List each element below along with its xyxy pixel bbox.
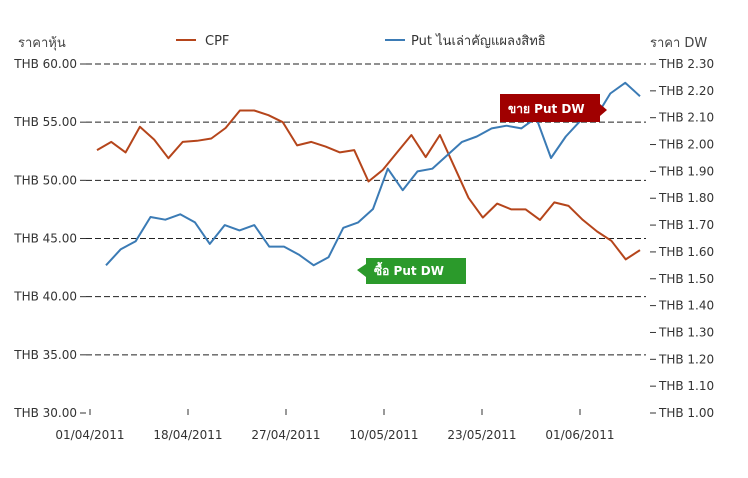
left-tick-label: THB 55.00	[13, 115, 77, 129]
x-tick-label: 18/04/2011	[153, 428, 222, 442]
right-tick-label: THB 1.30	[658, 325, 714, 339]
left-tick-label: THB 45.00	[13, 232, 77, 246]
right-tick-label: THB 1.60	[658, 245, 714, 259]
left-tick-label: THB 60.00	[13, 57, 77, 71]
legend-cpf-label: CPF	[205, 34, 229, 49]
cpf-price-line	[96, 109, 641, 261]
gridlines	[86, 63, 646, 356]
right-tick-label: THB 1.50	[658, 272, 714, 286]
left-tick-label: THB 30.00	[13, 406, 77, 420]
put-dw-price-line	[105, 81, 641, 267]
right-tick-label: THB 1.90	[658, 164, 714, 178]
right-tick-label: THB 2.20	[658, 84, 714, 98]
x-axis-ticks: 01/04/2011 18/04/2011 27/04/2011 10/05/2011…	[55, 409, 615, 442]
right-tick-label: THB 2.30	[658, 57, 714, 71]
series-lines	[96, 81, 641, 267]
right-axis-label: ราคา DW	[650, 36, 707, 51]
legend: CPF Put ไนเล่าคัญแผลงสิทธิ	[176, 33, 546, 49]
buy-put-annotation: ซื้อ Put DW	[357, 258, 466, 284]
left-tick-label: THB 35.00	[13, 348, 77, 362]
right-tick-label: THB 1.80	[658, 191, 714, 205]
left-tick-label: THB 50.00	[13, 173, 77, 187]
left-axis-label: ราคาหุ้น	[18, 36, 66, 51]
right-tick-label: THB 1.00	[658, 406, 714, 420]
right-axis-ticks: THB 2.30 THB 2.20 THB 2.10 THB 2.00 THB 1.90…	[650, 57, 714, 420]
left-axis-ticks: THB 60.00 THB 55.00 THB 50.00 THB 45.00 THB …	[13, 57, 86, 420]
sell-put-text: ขาย Put DW	[508, 102, 585, 116]
right-tick-label: THB 2.10	[658, 111, 714, 125]
right-tick-label: THB 1.10	[658, 379, 714, 393]
legend-put-label: Put ไนเล่าคัญแผลงสิทธิ	[411, 33, 546, 49]
sell-put-annotation: ขาย Put DW	[500, 94, 607, 122]
right-tick-label: THB 1.40	[658, 299, 714, 313]
x-tick-label: 01/06/2011	[545, 428, 614, 442]
left-tick-label: THB 40.00	[13, 290, 77, 304]
right-tick-label: THB 1.70	[658, 218, 714, 232]
x-tick-label: 23/05/2011	[447, 428, 516, 442]
right-tick-label: THB 1.20	[658, 352, 714, 366]
x-tick-label: 01/04/2011	[55, 428, 124, 442]
x-tick-label: 27/04/2011	[251, 428, 320, 442]
right-tick-label: THB 2.00	[658, 138, 714, 152]
buy-put-callout	[357, 258, 466, 284]
buy-put-text: ซื้อ Put DW	[374, 261, 444, 278]
x-tick-label: 10/05/2011	[349, 428, 418, 442]
sell-put-callout	[500, 94, 607, 122]
